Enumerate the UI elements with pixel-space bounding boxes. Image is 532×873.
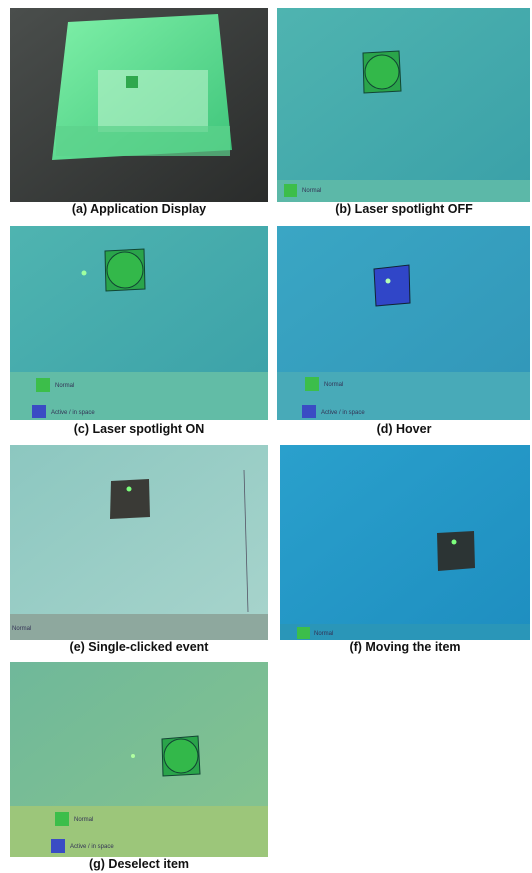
- legend-swatch: [297, 627, 310, 639]
- caption: (a) Application Display: [72, 202, 206, 216]
- panel-d: Normal Active / in space (d) Hover: [277, 226, 530, 436]
- status-band: [10, 614, 268, 640]
- laser-dot: [452, 540, 457, 545]
- legend-swatch: [32, 405, 46, 418]
- caption: (f) Moving the item: [349, 640, 460, 654]
- panel-e: Normal (e) Single-clicked event: [10, 445, 268, 654]
- item-circle: [365, 55, 399, 89]
- panel-b: Normal (b) Laser spotlight OFF: [277, 8, 530, 216]
- item-circle: [107, 252, 143, 288]
- window: [98, 70, 208, 132]
- legend-label: Normal: [74, 817, 93, 823]
- legend-swatch: [305, 377, 319, 391]
- legend-label: Normal: [12, 626, 31, 632]
- laser-dot: [127, 487, 132, 492]
- legend-swatch: [36, 378, 50, 392]
- legend-swatch: [55, 812, 69, 826]
- status-band: [10, 806, 268, 857]
- laser-dot: [131, 754, 135, 758]
- item: [374, 265, 410, 306]
- caption: (e) Single-clicked event: [70, 640, 210, 654]
- laser-dot: [386, 279, 391, 284]
- caption: (c) Laser spotlight ON: [74, 422, 205, 436]
- legend-label: Normal: [55, 383, 74, 389]
- laser-dot: [82, 271, 87, 276]
- legend-label: Active / in space: [321, 410, 365, 416]
- panel-a: (a) Application Display: [10, 8, 268, 216]
- legend-label: Normal: [314, 631, 333, 637]
- item-circle: [164, 739, 198, 773]
- legend-swatch: [51, 839, 65, 853]
- control-panel: [56, 126, 230, 156]
- photo: [277, 8, 530, 202]
- figure: (a) Application Display Normal (b) Laser…: [0, 0, 532, 873]
- legend-swatch: [302, 405, 316, 418]
- panel-g: Normal Active / in space (g) Deselect it…: [10, 662, 268, 871]
- caption: (b) Laser spotlight OFF: [335, 202, 473, 216]
- caption: (d) Hover: [377, 422, 432, 436]
- legend-label: Active / in space: [70, 844, 114, 850]
- legend-label: Normal: [302, 188, 321, 194]
- legend-label: Active / in space: [51, 410, 95, 416]
- caption: (g) Deselect item: [89, 857, 189, 871]
- legend-label: Normal: [324, 382, 343, 388]
- item: [110, 479, 150, 519]
- legend-swatch: [284, 184, 297, 197]
- item: [126, 76, 138, 88]
- photo: [280, 445, 530, 640]
- panel-f: Normal (f) Moving the item: [280, 445, 530, 654]
- photo: [10, 445, 268, 640]
- item: [437, 531, 475, 571]
- panel-c: Normal Active / in space (c) Laser spotl…: [10, 226, 268, 436]
